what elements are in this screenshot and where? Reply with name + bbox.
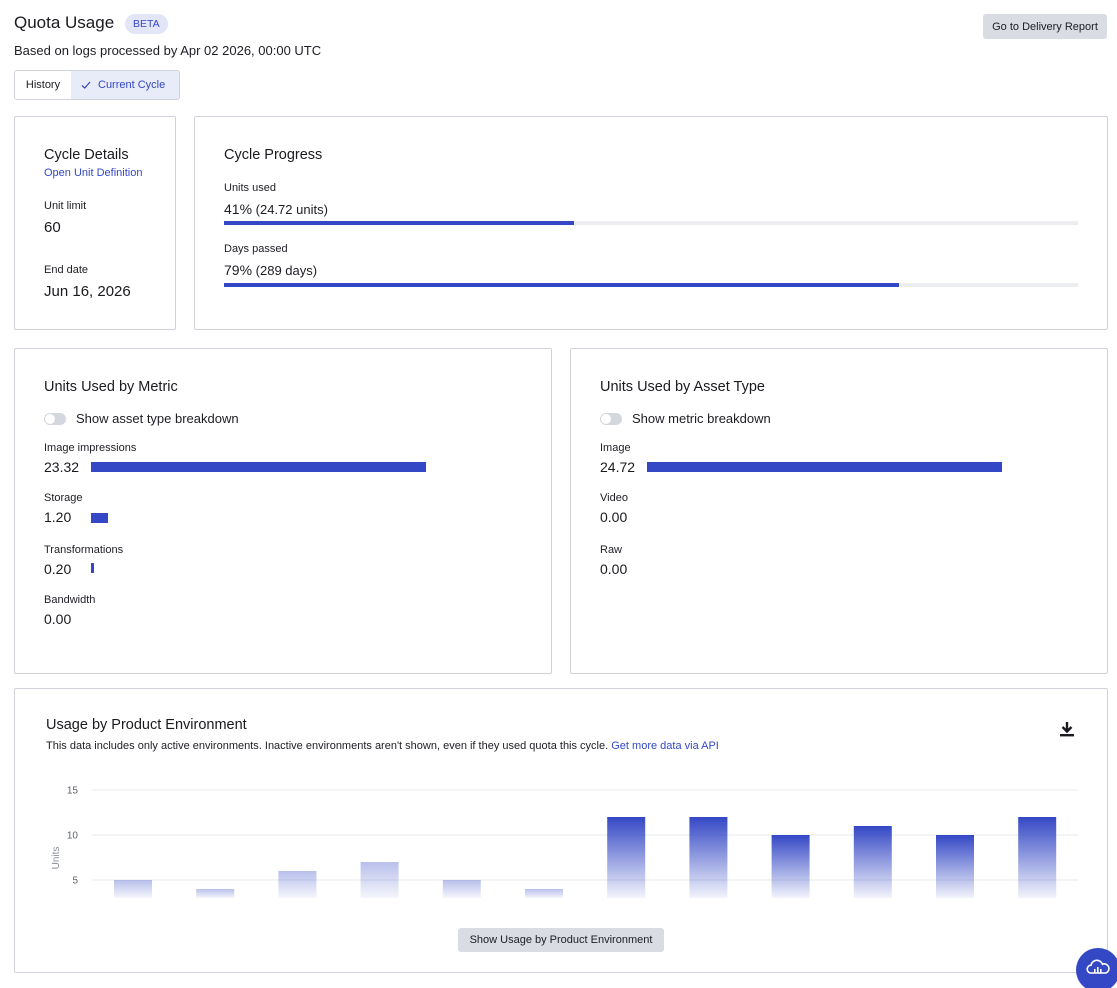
days-passed-label: Days passed	[224, 243, 288, 255]
cloud-chat-icon	[1086, 959, 1110, 974]
beta-badge: BETA	[125, 14, 168, 34]
metric-bar	[91, 513, 109, 523]
days-progress-bar	[224, 283, 1078, 287]
delivery-report-button[interactable]: Go to Delivery Report	[983, 14, 1107, 39]
cycle-details-card: Cycle Details Open Unit Definition Unit …	[14, 116, 176, 330]
view-toggle: History Current Cycle	[14, 70, 180, 100]
metric-bar	[91, 563, 94, 573]
asset-label: Video	[600, 492, 628, 504]
api-link[interactable]: Get more data via API	[611, 740, 719, 752]
metric-value: 0.20	[44, 561, 72, 577]
metric-breakdown-label: Show metric breakdown	[632, 411, 771, 426]
days-passed-detail: (289 days)	[255, 263, 318, 278]
metric-value: 23.32	[44, 459, 80, 475]
units-by-metric-title: Units Used by Metric	[44, 379, 178, 395]
description-text: This data includes only active environme…	[46, 740, 609, 752]
check-icon	[81, 81, 91, 89]
units-used-label: Units used	[224, 182, 276, 194]
asset-value: 0.00	[600, 561, 628, 577]
cycle-details-title: Cycle Details	[44, 147, 129, 163]
usage-by-env-title: Usage by Product Environment	[46, 717, 247, 733]
units-by-metric-card: Units Used by Metric Show asset type bre…	[14, 348, 552, 674]
download-icon[interactable]	[1058, 720, 1076, 738]
asset-breakdown-toggle[interactable]	[44, 413, 66, 425]
metric-label: Bandwidth	[44, 594, 96, 606]
page-title: Quota Usage	[14, 13, 115, 32]
cycle-progress-card: Cycle Progress Units used 41% (24.72 uni…	[194, 116, 1108, 330]
units-by-asset-card: Units Used by Asset Type Show metric bre…	[570, 348, 1108, 674]
metric-breakdown-toggle[interactable]	[600, 413, 622, 425]
usage-by-env-description: This data includes only active environme…	[46, 740, 719, 752]
units-progress-bar	[224, 221, 1078, 225]
usage-by-env-card: Usage by Product Environment This data i…	[14, 688, 1108, 973]
asset-bar	[647, 462, 1002, 472]
current-cycle-label: Current Cycle	[98, 79, 166, 91]
end-date-value: Jun 16, 2026	[44, 283, 131, 300]
end-date-label: End date	[44, 264, 89, 276]
metric-label: Transformations	[44, 544, 124, 556]
unit-limit-label: Unit limit	[44, 200, 87, 212]
metric-value: 0.00	[44, 611, 72, 627]
days-passed-readout: 79% (289 days)	[224, 262, 317, 278]
units-used-percent: 41%	[224, 201, 253, 217]
metric-label: Image impressions	[44, 442, 137, 454]
metric-bar	[91, 462, 426, 472]
asset-value: 0.00	[600, 509, 628, 525]
days-passed-percent: 79%	[224, 262, 253, 278]
current-cycle-tab[interactable]: Current Cycle	[71, 71, 179, 99]
chat-launcher-button[interactable]	[1076, 948, 1117, 988]
metric-value: 1.20	[44, 509, 72, 525]
asset-breakdown-label: Show asset type breakdown	[76, 411, 239, 426]
units-used-readout: 41% (24.72 units)	[224, 201, 328, 217]
unit-limit-value: 60	[44, 219, 61, 236]
metric-label: Storage	[44, 492, 83, 504]
unit-definition-link[interactable]: Open Unit Definition	[44, 167, 143, 179]
page-subtitle: Based on logs processed by Apr 02 2026, …	[14, 43, 322, 58]
days-progress-fill	[224, 283, 899, 287]
units-by-asset-title: Units Used by Asset Type	[600, 379, 765, 395]
cycle-progress-title: Cycle Progress	[224, 147, 323, 163]
asset-value: 24.72	[600, 459, 636, 475]
units-progress-fill	[224, 221, 575, 225]
units-used-detail: (24.72 units)	[255, 202, 328, 217]
show-usage-by-env-button[interactable]: Show Usage by Product Environment	[458, 928, 664, 952]
asset-label: Image	[600, 442, 631, 454]
history-tab[interactable]: History	[15, 71, 71, 99]
asset-label: Raw	[600, 544, 623, 556]
